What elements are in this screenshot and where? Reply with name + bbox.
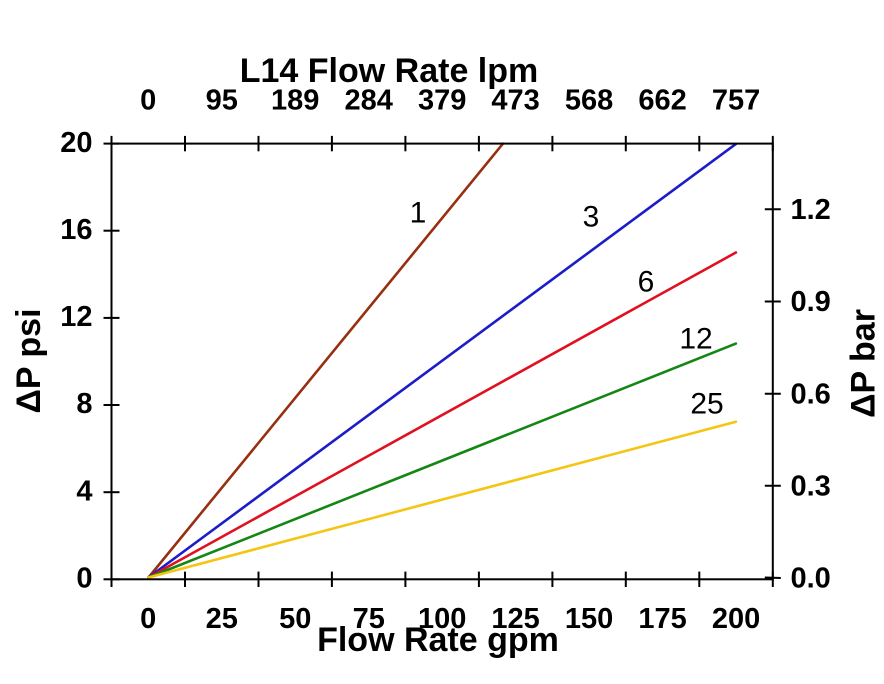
svg-text:50: 50 (279, 603, 311, 635)
svg-text:25: 25 (206, 603, 238, 635)
svg-text:0: 0 (140, 603, 156, 635)
svg-text:ΔP psi: ΔP psi (10, 308, 48, 413)
svg-text:0.6: 0.6 (791, 378, 831, 410)
svg-text:75: 75 (353, 603, 385, 635)
svg-text:0.9: 0.9 (791, 286, 831, 318)
svg-text:662: 662 (638, 85, 686, 117)
svg-text:0.0: 0.0 (791, 563, 831, 595)
svg-text:1: 1 (410, 197, 427, 230)
svg-text:L14 Flow Rate lpm: L14 Flow Rate lpm (240, 52, 539, 90)
svg-text:100: 100 (418, 603, 466, 635)
svg-text:568: 568 (565, 85, 613, 117)
svg-text:16: 16 (60, 214, 92, 246)
svg-text:473: 473 (491, 85, 539, 117)
svg-text:8: 8 (76, 388, 92, 420)
svg-text:12: 12 (679, 323, 712, 356)
svg-text:150: 150 (565, 603, 613, 635)
svg-text:284: 284 (345, 85, 393, 117)
svg-text:175: 175 (638, 603, 686, 635)
svg-text:12: 12 (60, 301, 92, 333)
svg-text:379: 379 (418, 85, 466, 117)
svg-text:25: 25 (690, 388, 723, 421)
svg-text:200: 200 (712, 603, 760, 635)
svg-text:ΔP bar: ΔP bar (845, 309, 883, 418)
svg-text:1.2: 1.2 (791, 194, 831, 226)
svg-text:189: 189 (271, 85, 319, 117)
svg-text:4: 4 (76, 475, 92, 507)
svg-text:95: 95 (206, 85, 238, 117)
svg-text:0.3: 0.3 (791, 471, 831, 503)
svg-text:0: 0 (76, 563, 92, 595)
svg-text:0: 0 (140, 85, 156, 117)
svg-text:757: 757 (712, 85, 760, 117)
svg-text:6: 6 (638, 266, 655, 299)
svg-text:3: 3 (583, 200, 600, 233)
svg-text:125: 125 (491, 603, 539, 635)
svg-text:20: 20 (60, 127, 92, 159)
svg-text:Flow Rate gpm: Flow Rate gpm (317, 621, 559, 659)
